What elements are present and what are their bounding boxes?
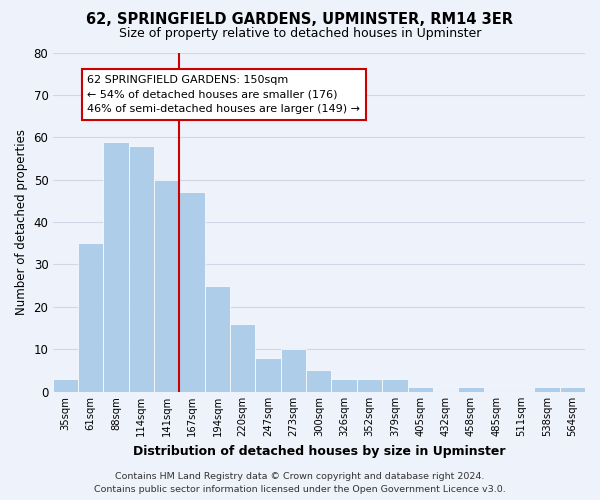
Bar <box>458 388 484 392</box>
Bar <box>357 379 382 392</box>
Bar <box>534 388 560 392</box>
Text: 62, SPRINGFIELD GARDENS, UPMINSTER, RM14 3ER: 62, SPRINGFIELD GARDENS, UPMINSTER, RM14… <box>86 12 514 28</box>
Bar <box>560 388 585 392</box>
Text: Contains HM Land Registry data © Crown copyright and database right 2024.
Contai: Contains HM Land Registry data © Crown c… <box>94 472 506 494</box>
Bar <box>205 286 230 392</box>
Bar <box>281 349 306 392</box>
Bar <box>103 142 128 392</box>
Text: Size of property relative to detached houses in Upminster: Size of property relative to detached ho… <box>119 28 481 40</box>
Bar <box>230 324 256 392</box>
Bar <box>382 379 407 392</box>
Bar <box>256 358 281 392</box>
Bar <box>179 192 205 392</box>
Y-axis label: Number of detached properties: Number of detached properties <box>15 129 28 315</box>
Bar <box>53 379 78 392</box>
Bar <box>331 379 357 392</box>
Bar <box>128 146 154 392</box>
Bar <box>407 388 433 392</box>
Bar <box>154 180 179 392</box>
Text: 62 SPRINGFIELD GARDENS: 150sqm
← 54% of detached houses are smaller (176)
46% of: 62 SPRINGFIELD GARDENS: 150sqm ← 54% of … <box>87 74 360 114</box>
Bar <box>78 244 103 392</box>
X-axis label: Distribution of detached houses by size in Upminster: Distribution of detached houses by size … <box>133 444 505 458</box>
Bar <box>306 370 331 392</box>
